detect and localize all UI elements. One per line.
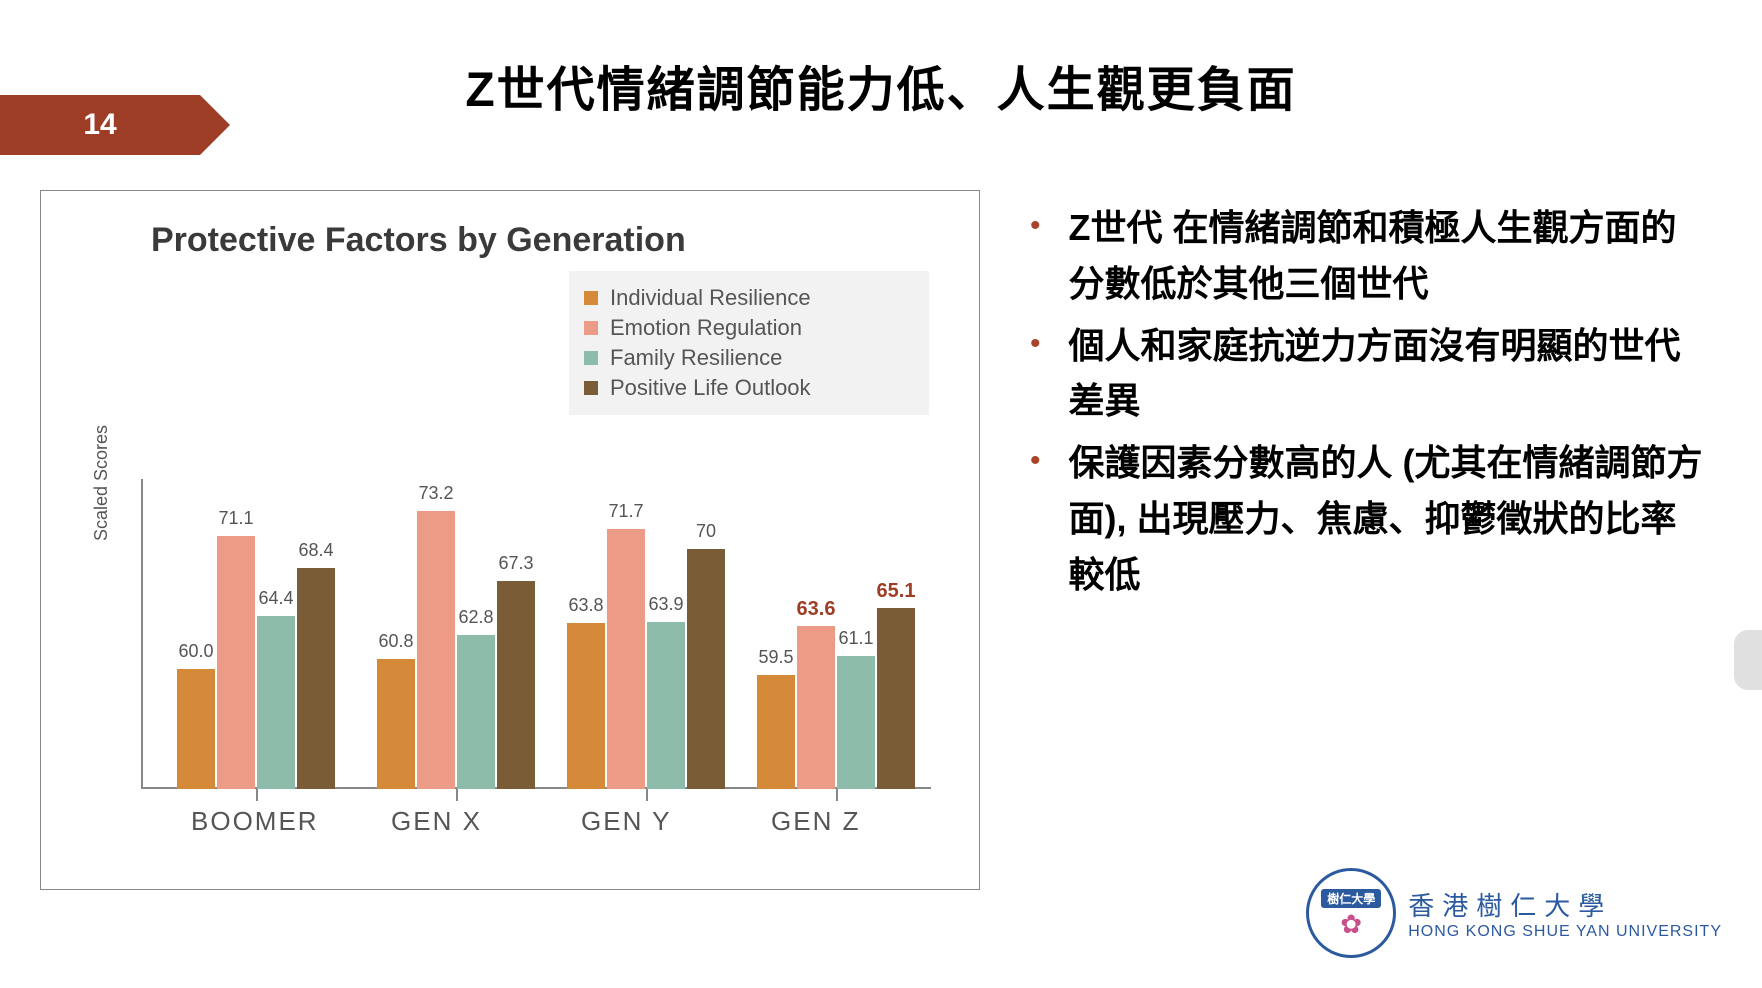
bar: 59.5 <box>757 675 795 789</box>
bar-group: 63.871.763.970 <box>561 529 731 789</box>
bar-value-label: 67.3 <box>498 553 533 574</box>
bar-group: 60.873.262.867.3 <box>371 511 541 789</box>
slide-title: Z世代情緒調節能力低、人生觀更負面 <box>0 50 1762 120</box>
bar: 71.1 <box>217 536 255 789</box>
category-label: GEN Z <box>771 806 860 837</box>
bar-value-label: 63.6 <box>797 598 836 621</box>
x-tick <box>256 789 258 801</box>
bar: 60.0 <box>177 669 215 789</box>
bullet-text: Z世代 在情緒調節和積極人生觀方面的分數低於其他三個世代 <box>1069 200 1710 312</box>
university-branding: 樹仁大學 ✿ 香港樹仁大學 HONG KONG SHUE YAN UNIVERS… <box>1306 868 1722 958</box>
bar-group: 59.563.661.165.1 <box>751 608 921 789</box>
university-logo-icon: 樹仁大學 ✿ <box>1306 868 1396 958</box>
logo-flower-icon: ✿ <box>1340 911 1362 937</box>
legend-label: Family Resilience <box>610 345 782 371</box>
bullet-list: • Z世代 在情緒調節和積極人生觀方面的分數低於其他三個世代 • 個人和家庭抗逆力方面… <box>1030 200 1710 609</box>
bar: 70 <box>687 549 725 789</box>
legend-swatch-icon <box>584 291 598 305</box>
legend-label: Emotion Regulation <box>610 315 802 341</box>
bar: 71.7 <box>607 529 645 789</box>
bar: 62.8 <box>457 635 495 789</box>
bar-value-label: 71.1 <box>218 508 253 529</box>
bar-value-label: 63.8 <box>568 595 603 616</box>
bar-value-label: 71.7 <box>608 501 643 522</box>
chart-ylabel: Scaled Scores <box>91 425 112 541</box>
chart-title: Protective Factors by Generation <box>151 221 686 260</box>
bar: 67.3 <box>497 581 535 789</box>
bullet-dot-icon: • <box>1030 318 1041 370</box>
legend-swatch-icon <box>584 381 598 395</box>
legend-swatch-icon <box>584 351 598 365</box>
legend-label: Positive Life Outlook <box>610 375 811 401</box>
bar: 63.6 <box>797 626 835 789</box>
university-name: 香港樹仁大學 HONG KONG SHUE YAN UNIVERSITY <box>1408 886 1722 941</box>
legend-item: Emotion Regulation <box>584 315 914 341</box>
bar-value-label: 65.1 <box>877 580 916 603</box>
y-axis <box>141 479 143 789</box>
bar-value-label: 60.8 <box>378 631 413 652</box>
bar-value-label: 63.9 <box>648 594 683 615</box>
university-name-en: HONG KONG SHUE YAN UNIVERSITY <box>1408 923 1722 941</box>
legend-item: Family Resilience <box>584 345 914 371</box>
chart-legend: Individual Resilience Emotion Regulation F… <box>569 271 929 415</box>
category-label: GEN X <box>391 806 482 837</box>
bullet-text: 保護因素分數高的人 (尤其在情緒調節方面), 出現壓力、焦慮、抑鬱徵狀的比率較低 <box>1069 435 1710 602</box>
x-tick <box>456 789 458 801</box>
legend-label: Individual Resilience <box>610 285 811 311</box>
bar: 63.9 <box>647 622 685 789</box>
bullet-dot-icon: • <box>1030 435 1041 487</box>
bar: 61.1 <box>837 656 875 789</box>
bar: 63.8 <box>567 623 605 789</box>
category-label: GEN Y <box>581 806 671 837</box>
logo-text: 樹仁大學 <box>1321 889 1381 908</box>
bar: 73.2 <box>417 511 455 789</box>
bullet-item: • Z世代 在情緒調節和積極人生觀方面的分數低於其他三個世代 <box>1030 200 1710 312</box>
x-tick <box>836 789 838 801</box>
chart-panel: Protective Factors by Generation Individ… <box>40 190 980 890</box>
university-name-cn: 香港樹仁大學 <box>1408 886 1722 923</box>
bar-value-label: 64.4 <box>258 588 293 609</box>
bar-value-label: 73.2 <box>418 483 453 504</box>
x-tick <box>646 789 648 801</box>
legend-item: Positive Life Outlook <box>584 375 914 401</box>
chart-plot-area: 60.071.164.468.4BOOMER60.873.262.867.3GE… <box>141 489 931 789</box>
side-tab-icon <box>1734 630 1762 690</box>
bar-value-label: 59.5 <box>758 647 793 668</box>
category-label: BOOMER <box>191 806 319 837</box>
bar: 64.4 <box>257 616 295 789</box>
bar: 60.8 <box>377 659 415 789</box>
legend-swatch-icon <box>584 321 598 335</box>
bullet-item: • 保護因素分數高的人 (尤其在情緒調節方面), 出現壓力、焦慮、抑鬱徵狀的比率較… <box>1030 435 1710 602</box>
bullet-item: • 個人和家庭抗逆力方面沒有明顯的世代差異 <box>1030 318 1710 430</box>
slide: 14 Z世代情緒調節能力低、人生觀更負面 Protective Factors … <box>0 0 1762 988</box>
bar-value-label: 70 <box>696 521 716 542</box>
bar-value-label: 62.8 <box>458 607 493 628</box>
bar-group: 60.071.164.468.4 <box>171 536 341 789</box>
bar-value-label: 61.1 <box>838 628 873 649</box>
bar: 65.1 <box>877 608 915 789</box>
bullet-text: 個人和家庭抗逆力方面沒有明顯的世代差異 <box>1069 318 1710 430</box>
bullet-dot-icon: • <box>1030 200 1041 252</box>
bar-value-label: 60.0 <box>178 641 213 662</box>
legend-item: Individual Resilience <box>584 285 914 311</box>
bar-value-label: 68.4 <box>298 540 333 561</box>
bar: 68.4 <box>297 568 335 789</box>
